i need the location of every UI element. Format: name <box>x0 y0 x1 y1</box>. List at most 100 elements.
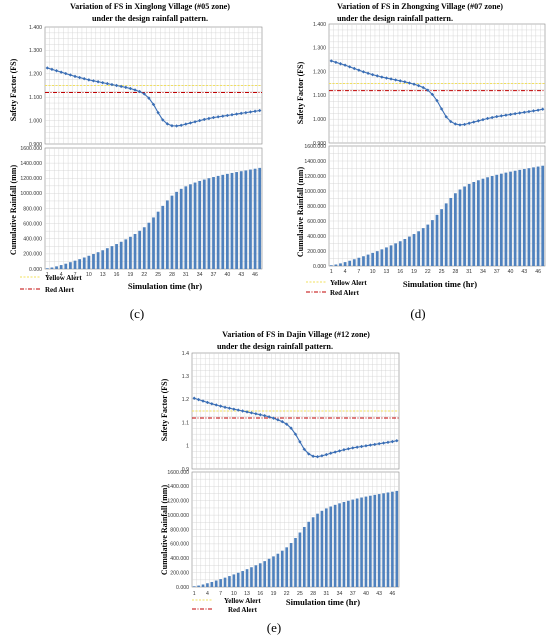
rain-tick-label: 1400.000 <box>167 484 189 490</box>
rain-bar <box>249 169 252 269</box>
fs-data-point <box>386 440 390 445</box>
fs-data-point <box>531 109 536 113</box>
red-alert-legend-label: Red Alert <box>45 286 75 294</box>
fs-tick-label: 1.100 <box>313 93 326 99</box>
fs-data-point <box>430 92 435 97</box>
rain-bar <box>532 167 535 266</box>
x-tick-label: 37 <box>211 272 217 278</box>
fs-data-point <box>364 444 368 448</box>
x-tick-label: 40 <box>508 269 514 275</box>
fs-data-point <box>50 67 54 72</box>
rain-tick-label: 1200.000 <box>20 176 42 182</box>
fs-data-point <box>289 426 293 430</box>
fs-data-point <box>230 113 234 117</box>
rain-bar <box>417 231 420 266</box>
x-tick-label: 46 <box>535 269 541 275</box>
fs-data-point <box>210 402 214 406</box>
fs-data-point <box>453 122 458 126</box>
x-tick-label: 25 <box>297 591 303 597</box>
rain-bar <box>412 234 416 266</box>
x-tick-label: 1 <box>193 591 196 597</box>
x-tick-label: 31 <box>466 269 472 275</box>
x-tick-label: 46 <box>390 591 396 597</box>
rain-bar <box>351 499 355 587</box>
rain-bar <box>258 167 262 269</box>
fs-data-point <box>239 111 243 116</box>
rain-bar <box>348 260 352 266</box>
rain-bar <box>165 200 169 269</box>
chart-title-line-1: Variation of FS in Zhongxing Village (#0… <box>337 2 503 11</box>
rain-tick-label: 600.000 <box>170 542 189 548</box>
rain-bar <box>421 228 425 266</box>
fs-tick-label: 1.4 <box>182 351 189 357</box>
fs-data-point <box>495 114 499 119</box>
fs-data-point <box>119 84 123 89</box>
fs-data-point <box>202 117 206 122</box>
yellow-alert-legend-label: Yellow Alert <box>45 274 82 282</box>
rain-bar <box>129 236 132 269</box>
fs-data-point <box>271 416 276 420</box>
rain-bar <box>513 170 517 266</box>
rain-bar <box>216 175 220 269</box>
fs-tick-label: 1.000 <box>29 118 42 124</box>
fs-data-point <box>395 438 399 443</box>
fs-data-point <box>333 450 337 454</box>
rain-bar <box>454 193 457 266</box>
fs-data-point <box>205 400 210 405</box>
fs-data-point <box>522 110 527 114</box>
rain-tick-label: 200.000 <box>307 249 326 255</box>
rain-bar <box>276 553 280 587</box>
fs-data-point <box>68 73 73 77</box>
x-axis-label: Simulation time (hr) <box>286 597 360 607</box>
fs-data-point <box>368 443 373 447</box>
fs-data-point <box>174 124 179 128</box>
yellow-alert-legend-label: Yellow Alert <box>330 279 367 287</box>
fs-plot: 0.900 1.000 1.100 1.200 1.300 1.400 <box>313 22 546 147</box>
rain-bar <box>385 247 388 266</box>
fs-data-point <box>262 413 267 418</box>
rain-axis-label: Cumulative Rainfall (mm) <box>160 485 169 576</box>
x-tick-label: 19 <box>411 269 417 275</box>
x-tick-label: 10 <box>86 272 92 278</box>
rain-bar <box>382 493 385 587</box>
rain-bar <box>541 165 545 266</box>
rain-bar <box>394 243 398 266</box>
fs-tick-label: 1.100 <box>29 95 42 101</box>
rain-bar <box>463 186 466 266</box>
x-tick-label: 43 <box>376 591 382 597</box>
rain-bar <box>64 263 68 269</box>
x-tick-label: 16 <box>257 591 263 597</box>
rain-bar <box>239 171 243 269</box>
fs-data-point <box>302 447 307 451</box>
rain-bar <box>110 246 114 269</box>
fs-data-point <box>377 442 381 446</box>
fs-data-point <box>426 88 430 92</box>
fs-data-point <box>403 80 407 84</box>
rain-bar <box>198 180 202 269</box>
fs-data-point <box>315 455 320 459</box>
rain-bar <box>373 494 377 587</box>
rain-tick-label: 1600.000 <box>167 470 189 476</box>
rain-tick-label: 0.000 <box>313 264 326 270</box>
x-tick-label: 25 <box>155 272 161 278</box>
fs-data-point <box>467 121 471 125</box>
fs-data-point <box>384 76 389 80</box>
fs-data-point <box>232 407 236 411</box>
red-alert-legend-label: Red Alert <box>330 289 360 297</box>
chart-panel-c: Variation of FS in Xinglong Village (#05… <box>9 2 263 321</box>
rain-bar <box>380 249 384 266</box>
rain-bar <box>156 211 160 269</box>
fs-tick-label: 0.9 <box>182 467 189 473</box>
fs-data-point <box>128 86 133 91</box>
rain-bar <box>228 576 231 587</box>
rain-bar <box>244 170 248 269</box>
fs-data-point <box>407 81 412 85</box>
rain-bar <box>230 172 234 269</box>
rain-bar <box>426 224 430 266</box>
rain-bar <box>311 517 315 587</box>
rain-bar <box>357 257 361 266</box>
rain-bar <box>431 220 434 266</box>
rain-bar <box>338 503 341 587</box>
fs-data-point <box>373 442 377 447</box>
